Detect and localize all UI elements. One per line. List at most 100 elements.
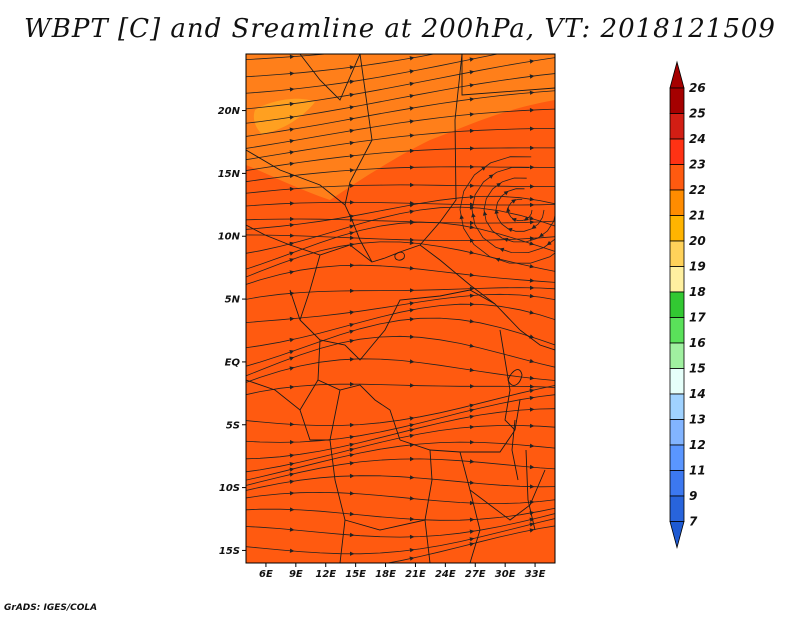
streamline-arrow: [469, 57, 475, 62]
streamline-arrow: [469, 542, 475, 547]
streamline-arrow: [503, 190, 509, 196]
streamline-arrow: [481, 166, 487, 171]
streamline-arrow: [470, 220, 475, 226]
streamline-arrow: [409, 301, 415, 306]
streamline-arrow: [469, 367, 475, 373]
streamline-arrow: [506, 207, 511, 213]
streamline-arrow: [409, 69, 415, 74]
streamline-arrow: [469, 425, 475, 430]
streamline-arrow: [469, 319, 475, 324]
streamline-arrow: [469, 293, 475, 298]
streamline-arrow: [529, 407, 535, 412]
streamline-arrow: [469, 83, 475, 88]
streamline-arrow: [469, 403, 475, 408]
streamline-arrow: [409, 416, 415, 421]
streamline-arrow: [289, 173, 295, 179]
streamline-arrow: [539, 232, 544, 238]
streamline-arrow: [349, 140, 355, 146]
streamline-arrow: [290, 440, 295, 445]
streamline-arrow: [290, 216, 295, 222]
colorbar-segment: [669, 291, 685, 318]
streamline-arrow: [349, 491, 355, 496]
streamline-arrow: [529, 293, 535, 299]
streamline-arrow: [409, 237, 415, 243]
colorbar-label: 15: [689, 362, 706, 376]
streamline-arrow: [349, 231, 355, 236]
streamline-arrow: [470, 202, 475, 207]
colorbar-segment: [669, 240, 685, 267]
streamline-arrow: [349, 235, 355, 240]
streamline-arrow: [469, 500, 475, 506]
streamline-arrow: [409, 106, 415, 111]
streamline-arrow: [289, 101, 295, 107]
lat-label: 5N: [225, 295, 241, 306]
longitude-axis: 6E 9E 12E 15E 18E 21E 24E 27E 30E 33E: [259, 563, 546, 580]
streamline-arrow: [349, 117, 355, 122]
streamline-arrow: [289, 422, 295, 427]
streamline-arrow: [530, 126, 535, 131]
streamline-arrow: [529, 484, 535, 489]
streamline-arrow: [469, 224, 475, 230]
streamline-arrow: [470, 302, 475, 307]
streamline-arrow: [469, 194, 475, 200]
streamline-arrow: [529, 59, 535, 64]
streamline-arrow: [289, 270, 295, 275]
colorbar-segment: [669, 444, 685, 471]
streamline-arrow: [409, 556, 415, 561]
streamline-arrow: [410, 182, 415, 188]
streamline-arrow: [289, 233, 295, 238]
streamline-arrow: [470, 384, 475, 389]
streamline-arrow: [470, 45, 475, 49]
colorbar-segment: [669, 87, 685, 114]
streamline-arrow: [470, 238, 475, 243]
streamline-arrow: [530, 202, 535, 208]
streamline-arrow: [409, 266, 415, 271]
streamline-arrow: [529, 517, 535, 522]
streamline-arrow: [289, 258, 295, 263]
streamline-arrow: [470, 164, 475, 169]
streamline-arrow: [530, 32, 535, 36]
streamline-arrow: [469, 343, 475, 348]
streamline-arrow: [530, 165, 535, 170]
streamline-arrow: [459, 214, 464, 220]
colorbar-segment: [669, 317, 685, 344]
streamline-arrow: [410, 456, 415, 462]
warm-region-north: [246, 54, 555, 200]
lon-label: 9E: [289, 569, 303, 580]
streamline-arrow: [349, 473, 355, 479]
streamline-arrow: [529, 236, 535, 241]
streamline-arrow: [524, 216, 529, 221]
streamline-arrow: [469, 112, 475, 117]
streamline-arrow: [529, 375, 535, 381]
lat-label: 15N: [218, 169, 241, 180]
colorbar-label: 14: [689, 387, 706, 401]
colorbar-segment: [669, 164, 685, 191]
streamline-arrow: [410, 42, 415, 46]
streamline-arrow: [409, 433, 415, 439]
streamline-arrow: [409, 475, 415, 480]
streamline-arrow: [349, 329, 355, 334]
streamline-arrow: [507, 227, 513, 232]
streamline-arrow: [349, 92, 355, 98]
streamline-arrow: [289, 223, 295, 228]
streamline-arrow: [409, 119, 415, 124]
streamline-arrow: [349, 224, 355, 229]
streamline-arrow: [409, 220, 415, 225]
streamline-arrow: [289, 462, 295, 467]
streamline-arrow: [409, 423, 415, 428]
colorbar-label: 19: [689, 260, 706, 274]
streamline-arrow: [469, 459, 475, 464]
lon-label: 30E: [495, 569, 516, 580]
lon-label: 33E: [525, 569, 546, 580]
streamline-arrow: [289, 507, 295, 512]
streamline-arrow: [529, 443, 535, 448]
streamline-arrow: [349, 447, 355, 453]
lon-label: 18E: [375, 569, 396, 580]
colorbar-segment: [669, 113, 685, 140]
colorbar-label: 11: [689, 464, 706, 478]
colorbar-segment: [669, 342, 685, 369]
colorbar-label: 7: [689, 515, 698, 529]
streamline-arrow: [349, 183, 355, 188]
lon-label: 15E: [345, 569, 366, 580]
streamline-arrow: [289, 139, 295, 144]
